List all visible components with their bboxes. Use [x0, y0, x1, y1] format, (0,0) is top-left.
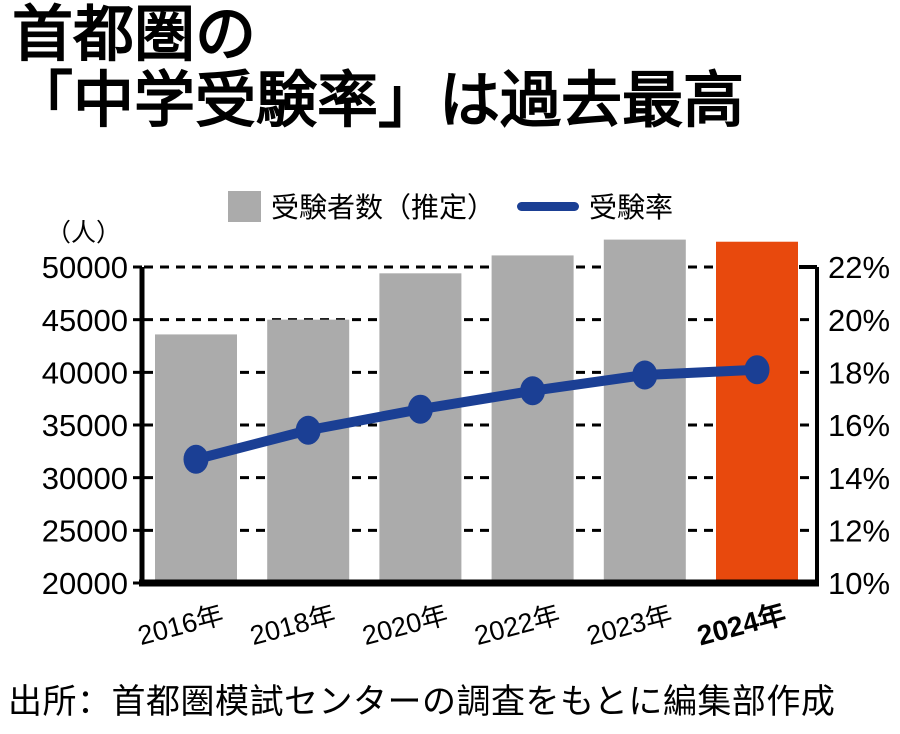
y-axis-left-label-50000: 50000 [42, 250, 128, 285]
x-axis-label-2024年: 2024年 [694, 597, 790, 651]
legend-line-swatch [517, 201, 580, 211]
y-axis-left-label-30000: 30000 [42, 461, 128, 496]
x-axis-label-2023年: 2023年 [584, 600, 676, 652]
y-axis-right-label-12%: 12% [828, 513, 890, 548]
rate-point-2024年 [744, 355, 770, 385]
chart-title-line2: 「中学受験率」は過去最高 [12, 65, 745, 134]
legend: 受験者数（推定） 受験率 [228, 189, 673, 223]
legend-bar-swatch [228, 190, 261, 222]
chart-title-line1: 首都圏の [12, 0, 257, 68]
y-axis-right-label-16%: 16% [828, 408, 890, 443]
y-axis-right-label-20%: 20% [828, 303, 890, 338]
x-axis-label-2016年: 2016年 [135, 600, 227, 652]
bar-2024年 [716, 241, 798, 583]
x-axis-label-2022年: 2022年 [471, 600, 563, 652]
y-axis-left-label-20000: 20000 [42, 566, 128, 601]
y-axis-left-label-25000: 25000 [42, 513, 128, 548]
rate-point-2016年 [183, 444, 209, 474]
x-axis-label-2018年: 2018年 [247, 600, 339, 652]
bar-2023年 [603, 239, 686, 583]
y-axis-right-label-14%: 14% [828, 461, 890, 496]
rate-line [191, 364, 762, 465]
y-axis-left-label-45000: 45000 [42, 303, 128, 338]
bar-2020年 [379, 273, 462, 583]
rate-point-2020年 [407, 394, 433, 424]
legend-line-label: 受験率 [589, 192, 674, 223]
rate-point-2023年 [632, 360, 658, 390]
legend-bar-label: 受験者数（推定） [271, 192, 496, 223]
y-axis-right-label-22%: 22% [828, 250, 890, 285]
left-axis-unit-label: （人） [46, 219, 122, 247]
chart-title: 首都圏の 「中学受験率」は過去最高 [12, 0, 745, 134]
y-axis-left-label-40000: 40000 [42, 355, 128, 390]
bar-2018年 [267, 319, 350, 583]
bar-2022年 [491, 255, 574, 583]
source-note: 出所：首都圏模試センターの調査をもとに編集部作成 [8, 683, 836, 721]
y-axis-left-label-35000: 35000 [42, 408, 128, 443]
rate-point-2018年 [295, 415, 321, 445]
y-axis-right-label-10%: 10% [828, 566, 890, 601]
y-axis-right-label-18%: 18% [828, 355, 890, 390]
rate-point-2022年 [520, 376, 546, 406]
x-axis-label-2020年: 2020年 [359, 600, 451, 652]
